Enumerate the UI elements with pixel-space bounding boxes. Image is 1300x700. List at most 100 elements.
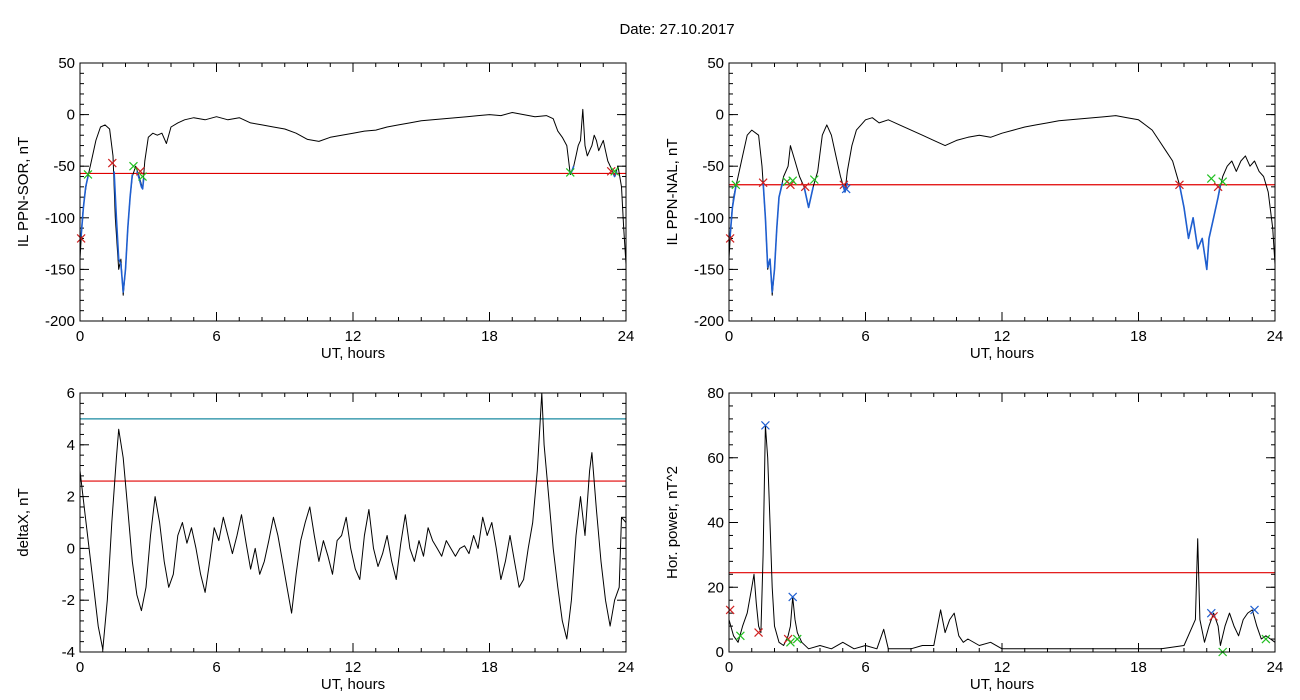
chart-sor: 0 6 12 18 24 -200 -150 -100 -50 0 50 UT, hours IL PP… (15, 55, 634, 362)
x-tick-label: 0 (725, 328, 733, 345)
series-line (803, 186, 814, 209)
event-marker (754, 628, 763, 637)
series-line (1178, 184, 1222, 271)
x-tick-label: 12 (994, 659, 1011, 676)
plot-frame (728, 62, 1276, 322)
y-tick-label: -100 (45, 210, 75, 227)
event-marker (1206, 174, 1216, 184)
series-line (842, 182, 849, 193)
event-marker (1209, 611, 1218, 621)
y-tick-label: -2 (62, 592, 75, 609)
y-tick-label: 0 (67, 107, 75, 124)
series-group (80, 393, 626, 650)
series-line (80, 393, 626, 650)
x-tick-label: 0 (76, 328, 84, 345)
event-marker (1261, 634, 1271, 644)
y-tick-label: -200 (45, 313, 75, 330)
y-tick-label: -200 (694, 313, 724, 330)
y-tick-label: 2 (67, 489, 75, 506)
y-tick-label: -50 (702, 158, 724, 175)
series-group (729, 424, 1275, 650)
x-tick-label: 0 (76, 659, 84, 676)
event-marker (107, 158, 117, 168)
x-tick-label: 18 (1130, 328, 1147, 345)
chart-power: 0 6 12 18 24 0 20 40 60 80 UT, hours Hor. power, nT… (664, 385, 1283, 693)
series-group (80, 108, 626, 296)
event-marker (725, 234, 735, 243)
x-tick-label: 12 (994, 328, 1011, 345)
x-tick-label: 24 (1267, 328, 1284, 345)
x-tick-label: 24 (618, 328, 635, 345)
event-marker (760, 420, 770, 430)
x-axis-label: UT, hours (321, 345, 385, 362)
x-tick-label: 18 (1130, 659, 1147, 676)
y-tick-label: -4 (62, 644, 75, 661)
event-marker (610, 166, 620, 176)
y-tick-label: -50 (53, 158, 75, 175)
x-tick-label: 6 (861, 659, 869, 676)
event-marker (1175, 180, 1184, 190)
x-axis-label: UT, hours (321, 676, 385, 693)
y-tick-label: -150 (45, 261, 75, 278)
event-marker (786, 180, 795, 190)
event-marker (788, 176, 798, 186)
event-marker (76, 234, 86, 243)
series-group (729, 115, 1275, 296)
event-marker (788, 592, 798, 602)
event-marker (606, 166, 616, 176)
event-marker (809, 175, 819, 185)
y-tick-label: 0 (716, 644, 724, 661)
y-tick-label: 40 (707, 515, 724, 532)
event-marker (731, 180, 741, 190)
y-tick-label: 4 (67, 437, 75, 454)
event-marker (129, 161, 138, 171)
chart-nal: 0 6 12 18 24 -200 -150 -100 -50 0 50 UT, hours IL PP… (664, 55, 1283, 362)
event-marker (83, 170, 93, 179)
event-marker (138, 172, 147, 181)
y-axis-label: IL PPN-SOR, nT (15, 137, 32, 247)
series-line (762, 181, 784, 293)
y-tick-label: 50 (707, 55, 724, 72)
x-tick-label: 0 (725, 659, 733, 676)
x-tick-label: 6 (861, 328, 869, 345)
x-tick-label: 6 (212, 328, 220, 345)
x-axis-label: UT, hours (970, 676, 1034, 693)
plot-frame (79, 392, 627, 653)
event-marker (839, 180, 849, 190)
series-line (113, 171, 134, 293)
y-tick-label: 80 (707, 385, 724, 402)
x-axis-label: UT, hours (970, 345, 1034, 362)
y-axis-label: Hor. power, nT^2 (664, 466, 681, 579)
y-tick-label: -100 (694, 210, 724, 227)
series-line (729, 424, 1275, 650)
series-line (136, 171, 145, 190)
event-marker (841, 184, 851, 194)
y-tick-label: 0 (67, 540, 75, 557)
y-tick-label: 0 (716, 107, 724, 124)
y-axis-label: IL PPN-NAL, nT (664, 139, 681, 246)
y-tick-label: -150 (694, 261, 724, 278)
x-tick-label: 24 (1267, 659, 1284, 676)
figure-title: Date: 27.10.2017 (619, 21, 734, 38)
x-tick-label: 18 (481, 659, 498, 676)
plot-frame (79, 62, 627, 322)
series-line (80, 176, 89, 237)
x-tick-label: 18 (481, 328, 498, 345)
y-tick-label: 60 (707, 450, 724, 467)
event-marker (1250, 605, 1259, 615)
y-tick-label: 50 (58, 55, 75, 72)
event-marker (800, 182, 810, 192)
series-line (80, 108, 626, 296)
event-marker (565, 167, 575, 177)
y-tick-label: 6 (67, 385, 75, 402)
x-tick-label: 12 (345, 328, 362, 345)
series-line (729, 186, 737, 237)
y-tick-label: 20 (707, 579, 724, 596)
series-line (729, 115, 1275, 296)
plot-frame (728, 392, 1276, 653)
event-marker (792, 634, 802, 644)
y-axis-label: deltaX, nT (15, 488, 32, 556)
